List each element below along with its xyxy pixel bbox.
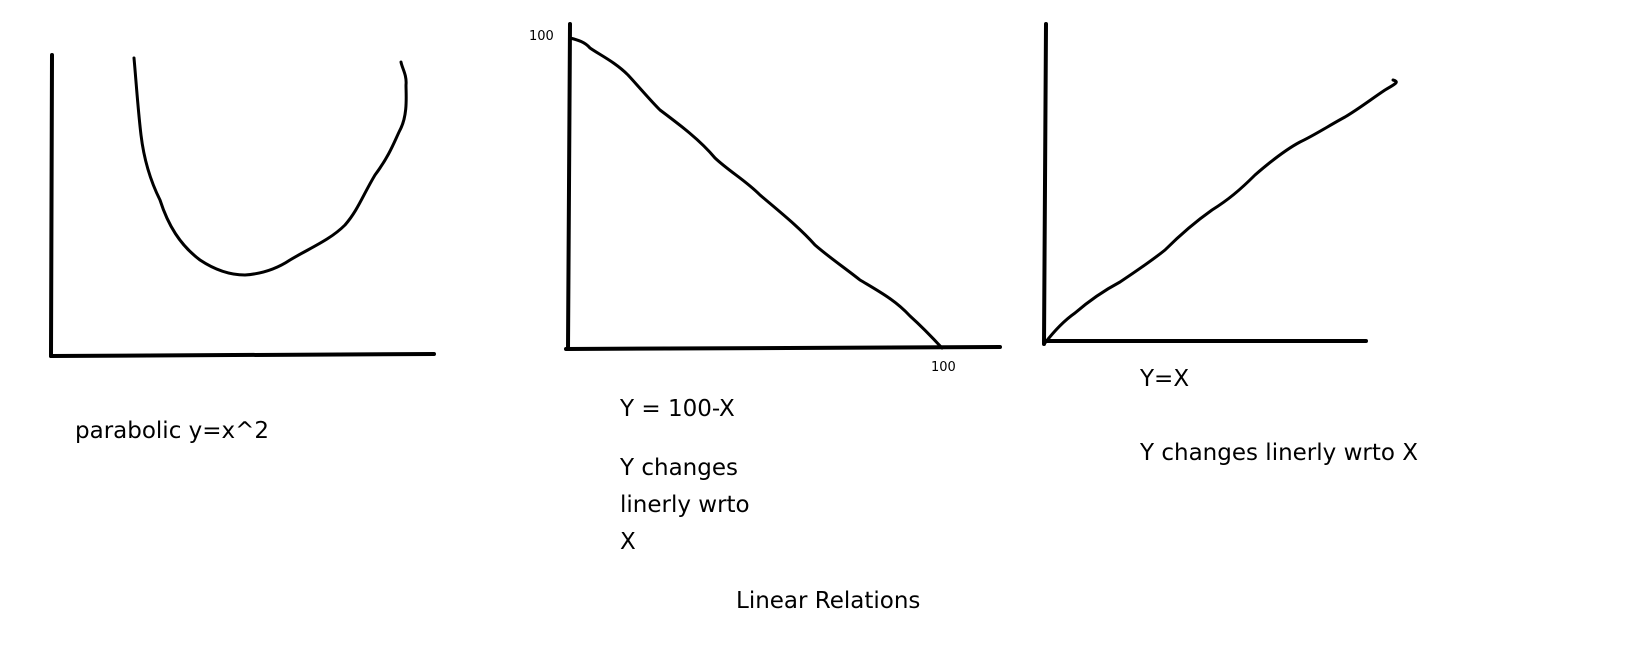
- decreasing-y-axis: [566, 22, 572, 351]
- increasing-line-panel: [1042, 22, 1398, 346]
- diagram-title: Linear Relations: [736, 588, 921, 614]
- decreasing-description: Y changes linerly wrto X: [620, 455, 750, 555]
- parabola-panel: [49, 53, 436, 358]
- decreasing-line-panel: [564, 22, 1002, 351]
- decreasing-y-tick-label: 100: [529, 29, 554, 44]
- increasing-description: Y changes linerly wrto X: [1140, 440, 1418, 466]
- parabola-curve: [132, 56, 408, 277]
- increasing-equation-label: Y=X: [1140, 366, 1190, 392]
- decreasing-x-axis: [564, 345, 1002, 351]
- parabola-y-axis: [49, 53, 54, 358]
- parabola-caption: parabolic y=x^2: [75, 418, 270, 444]
- decreasing-equation-label: Y = 100-X: [620, 396, 735, 422]
- increasing-y-axis: [1042, 22, 1048, 346]
- decreasing-line: [568, 36, 944, 350]
- parabola-x-axis: [49, 352, 436, 358]
- decreasing-x-tick-label: 100: [931, 360, 956, 375]
- increasing-line: [1043, 78, 1398, 345]
